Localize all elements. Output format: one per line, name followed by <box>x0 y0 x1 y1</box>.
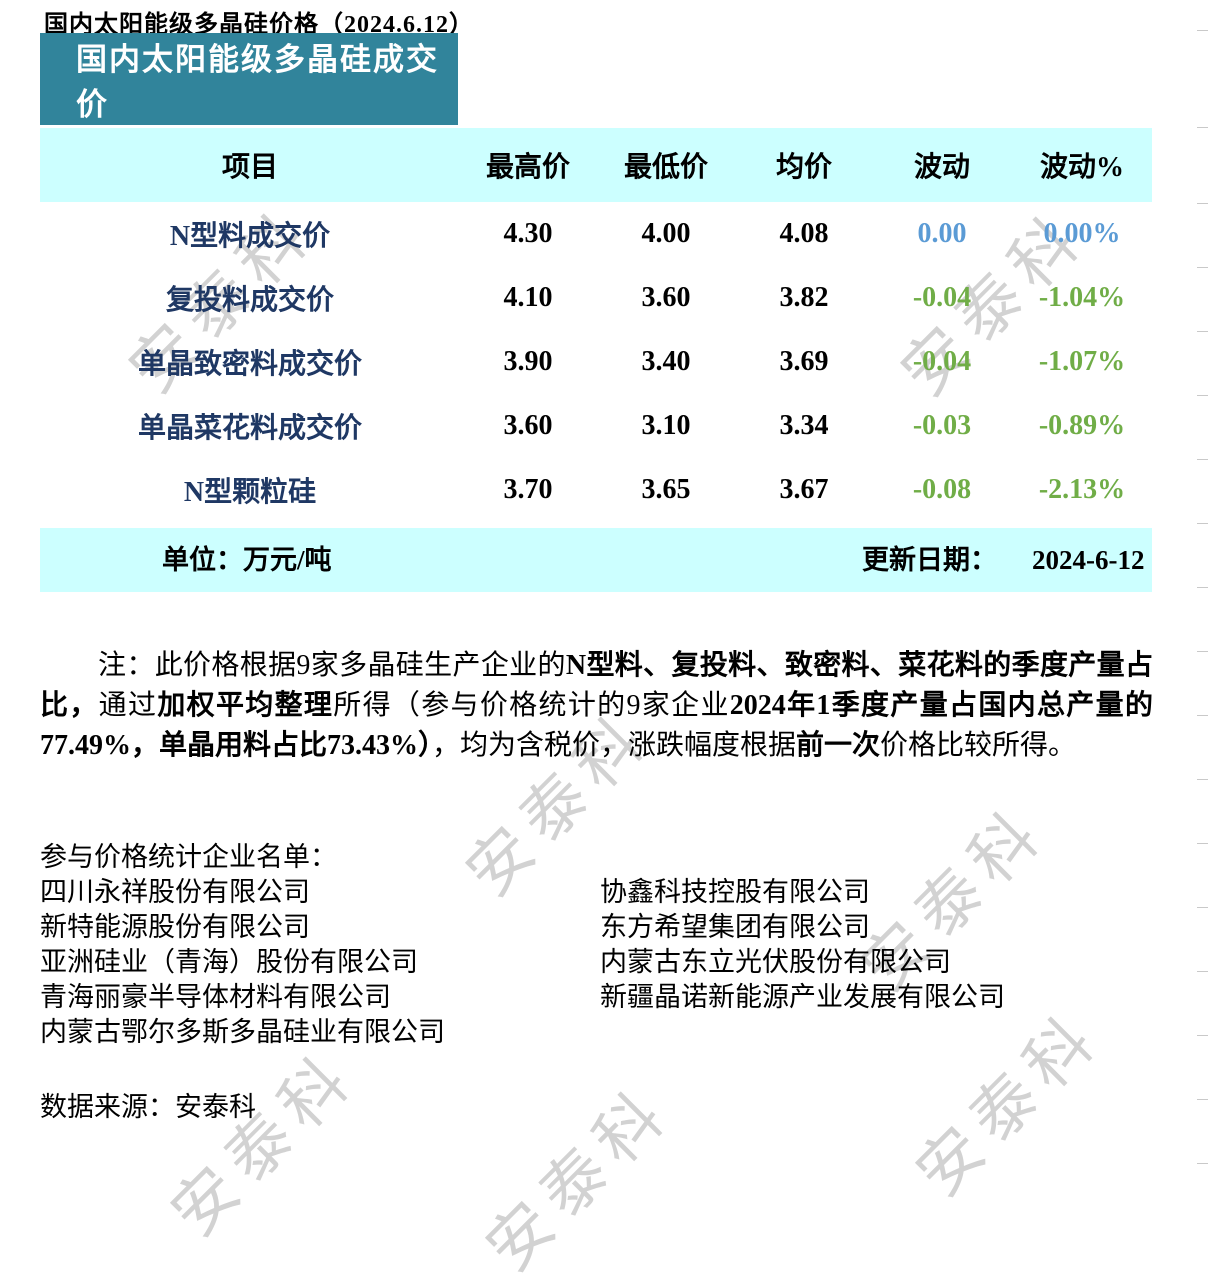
update-date-value: 2024-6-12 <box>1032 545 1145 575</box>
cell-avg: 3.67 <box>779 474 829 505</box>
column-header: 最低价 <box>623 152 708 183</box>
cell-change: -0.04 <box>912 346 972 377</box>
table-row: 单晶菜花料成交价 3.60 3.10 3.34 -0.03 -0.89% <box>40 394 1152 458</box>
update-date-label: 更新日期： <box>862 545 997 575</box>
table-footer-row: 单位：万元/吨 更新日期： 2024-6-12 <box>40 528 1152 592</box>
cell-change_pct: -1.04% <box>1038 282 1126 313</box>
note-segment: 通过 <box>98 690 158 721</box>
company-name: 内蒙古东立光伏股份有限公司 <box>600 947 951 977</box>
table-body: N型料成交价 4.30 4.00 4.08 0.00 0.00% 复投料成交价 4.10 3.6… <box>40 202 1152 522</box>
gridline-tick <box>1197 971 1208 972</box>
gridline-tick <box>1197 203 1208 204</box>
watermark-text: 安泰科 <box>158 1038 370 1250</box>
cell-change_pct: -1.07% <box>1038 346 1126 377</box>
table-row: N型料成交价 4.30 4.00 4.08 0.00 0.00% <box>40 202 1152 266</box>
unit-label: 单位：万元/吨 <box>162 545 332 575</box>
table-header-row: 项目 最高价 最低价 均价 波动 波动% <box>40 128 1152 202</box>
company-name: 新疆晶诺新能源产业发展有限公司 <box>600 982 1005 1012</box>
column-header: 波动 <box>913 152 970 183</box>
cell-low: 3.10 <box>641 410 691 441</box>
gridline-tick <box>1197 459 1208 460</box>
note-bold-segment: N型料、复投料、致密料、菜花料的季度产量占比， <box>40 650 1153 721</box>
note-segment: ，均为含税价，涨跌幅度根据 <box>432 730 797 761</box>
cell-high: 3.90 <box>503 346 553 377</box>
table-row: N型颗粒硅 3.70 3.65 3.67 -0.08 -2.13% <box>40 458 1152 522</box>
table-banner-label: 国内太阳能级多晶硅成交价 <box>76 42 439 122</box>
watermark-text: 安泰科 <box>473 1073 685 1285</box>
gridline-tick <box>1197 587 1208 588</box>
company-name: 青海丽豪半导体材料有限公司 <box>40 982 391 1012</box>
cell-change: 0.00 <box>917 218 967 249</box>
cell-change_pct: 0.00% <box>1043 218 1121 249</box>
cell-high: 4.10 <box>503 282 553 313</box>
gridline-tick <box>1197 267 1208 268</box>
company-name: 亚洲硅业（青海）股份有限公司 <box>40 947 418 977</box>
cell-avg: 3.34 <box>779 410 829 441</box>
table-row: 复投料成交价 4.10 3.60 3.82 -0.04 -1.04% <box>40 266 1152 330</box>
gridline-tick <box>1197 779 1208 780</box>
cell-high: 4.30 <box>503 218 553 249</box>
cell-item: 单晶菜花料成交价 <box>137 413 362 444</box>
participants-heading: 参与价格统计企业名单： <box>40 842 337 872</box>
participants-section: 参与价格统计企业名单： 四川永祥股份有限公司 新特能源股份有限公司亚洲硅业（青海）… <box>40 840 1153 1050</box>
gridline-tick <box>1197 651 1208 652</box>
gridline-tick <box>1197 331 1208 332</box>
gridline-tick <box>1197 715 1208 716</box>
company-name: 协鑫科技控股有限公司 <box>600 877 870 907</box>
cell-avg: 4.08 <box>779 218 829 249</box>
column-header: 波动% <box>1039 152 1124 183</box>
table-banner: 国内太阳能级多晶硅成交价 <box>40 33 458 125</box>
note-bold-segment: 2024年1季度产量占国内总产量的77.49%，单晶用料占比73.43%） <box>40 690 1153 761</box>
data-source-label: 数据来源： <box>40 1092 175 1122</box>
cell-avg: 3.69 <box>779 346 829 377</box>
gridline-tick <box>1197 30 1208 31</box>
cell-change: -0.03 <box>912 410 972 441</box>
data-source-value: 安泰科 <box>175 1092 256 1122</box>
participants-columns: 四川永祥股份有限公司 新特能源股份有限公司亚洲硅业（青海）股份有限公司 青海丽豪半导… <box>40 875 1153 1050</box>
cell-item: N型颗粒硅 <box>183 477 317 508</box>
company-name: 四川永祥股份有限公司 <box>40 877 310 907</box>
cell-item: 复投料成交价 <box>165 285 334 316</box>
company-name: 新特能源股份有限公司 <box>40 912 310 942</box>
table-row: 单晶致密料成交价 3.90 3.40 3.69 -0.04 -1.07% <box>40 330 1152 394</box>
cell-item: N型料成交价 <box>169 221 331 252</box>
cell-high: 3.70 <box>503 474 553 505</box>
cell-change_pct: -0.89% <box>1038 410 1126 441</box>
data-source-line: 数据来源：安泰科 <box>40 1090 256 1125</box>
cell-item: 单晶致密料成交价 <box>137 349 362 380</box>
cell-change: -0.08 <box>912 474 972 505</box>
gridline-tick <box>1197 127 1208 128</box>
column-header: 最高价 <box>485 152 570 183</box>
note-paragraph: 注：此价格根据9家多晶硅生产企业的N型料、复投料、致密料、菜花料的季度产量占比，… <box>40 646 1153 766</box>
polysilicon-price-report: 安泰科 安泰科 安泰科 安泰科 安泰科 安泰科 安泰科 国内太阳能级多晶硅价格（2024.6… <box>40 12 1208 1285</box>
gridline-tick <box>1197 843 1208 844</box>
participants-left-column: 四川永祥股份有限公司 新特能源股份有限公司亚洲硅业（青海）股份有限公司 青海丽豪半导… <box>40 875 1153 1050</box>
note-segment: 所得（参与价格统计的9家企业 <box>333 690 730 721</box>
note-segment: 价格比较所得。 <box>880 730 1077 761</box>
note-bold-segment: 前一次 <box>796 730 881 761</box>
gridline-tick <box>1197 1163 1208 1164</box>
column-header: 均价 <box>775 152 832 183</box>
cell-low: 3.65 <box>641 474 691 505</box>
gridline-tick <box>1197 1099 1208 1100</box>
participants-right-column: 协鑫科技控股有限公司 东方希望集团有限公司内蒙古东立光伏股份有限公司新疆晶诺新能源… <box>600 875 1005 1015</box>
gridline-tick <box>1197 907 1208 908</box>
cell-change_pct: -2.13% <box>1038 474 1126 505</box>
note-bold-segment: 加权平均整理 <box>157 690 334 721</box>
cell-change: -0.04 <box>912 282 972 313</box>
cell-high: 3.60 <box>503 410 553 441</box>
cell-low: 4.00 <box>641 218 691 249</box>
note-segment: 注：此价格根据9家多晶硅生产企业的 <box>98 650 566 681</box>
cell-low: 3.40 <box>641 346 691 377</box>
company-name: 东方希望集团有限公司 <box>600 912 870 942</box>
cell-avg: 3.82 <box>779 282 829 313</box>
column-header: 项目 <box>221 152 278 183</box>
gridline-tick <box>1197 1035 1208 1036</box>
gridline-tick <box>1197 523 1208 524</box>
gridline-tick <box>1197 395 1208 396</box>
company-name: 内蒙古鄂尔多斯多晶硅业有限公司 <box>40 1017 445 1047</box>
cell-low: 3.60 <box>641 282 691 313</box>
